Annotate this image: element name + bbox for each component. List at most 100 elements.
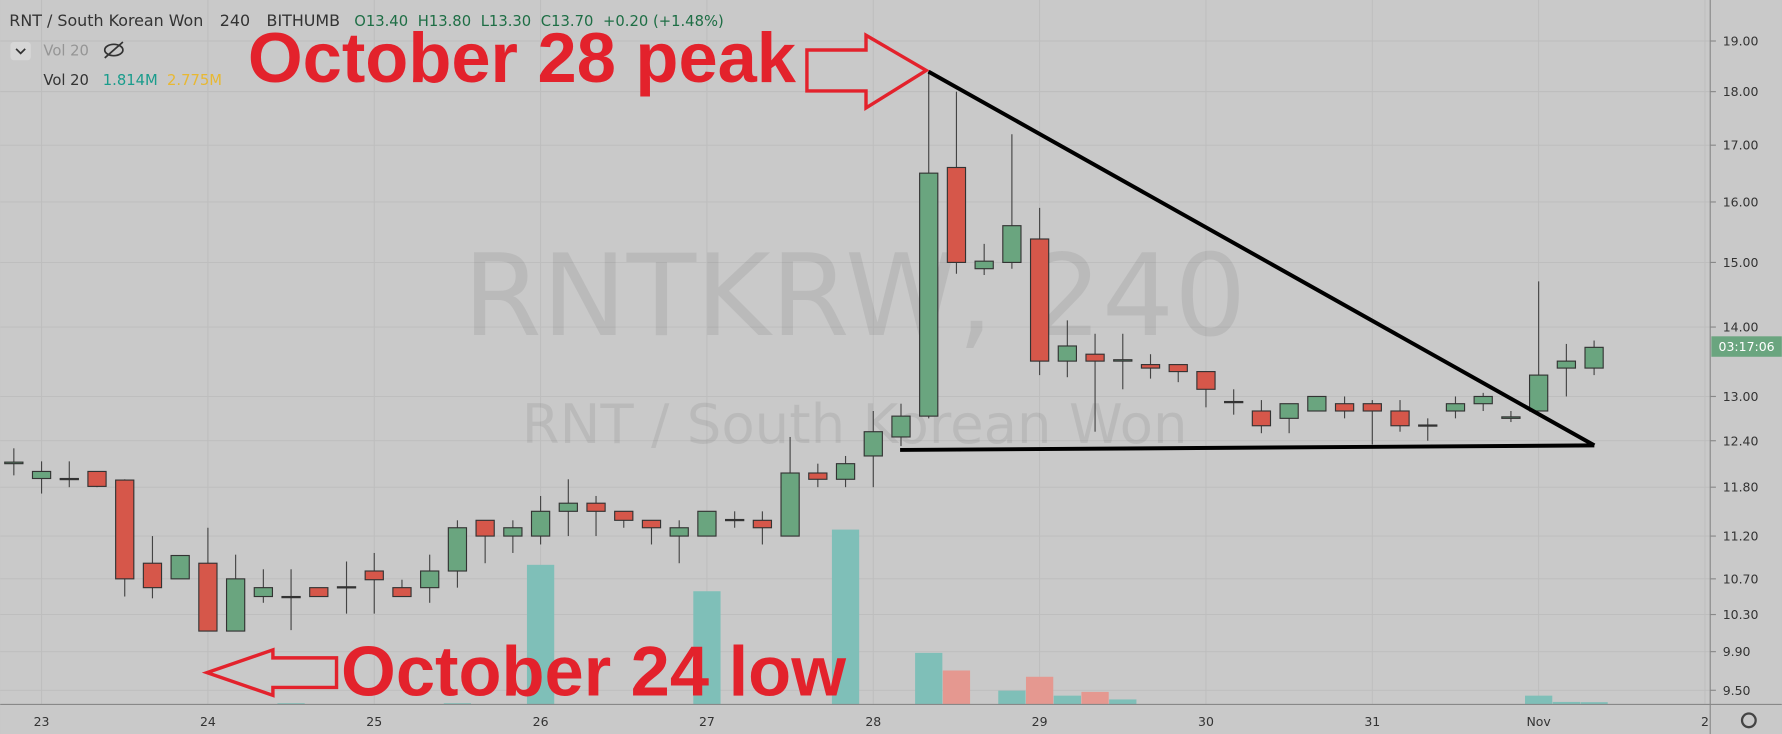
candle-body	[1334, 403, 1355, 412]
candle-body	[1362, 403, 1382, 412]
candle-body	[1556, 360, 1577, 369]
volume-bar	[1552, 701, 1581, 705]
annotation-peak: October 28 peak	[248, 18, 797, 97]
candle-body	[641, 519, 662, 529]
symbol: RNT / South Korean Won	[9, 11, 203, 30]
candle-body	[1029, 238, 1050, 362]
candle-body	[31, 470, 52, 480]
x-tick-label: 29	[1032, 714, 1048, 729]
candle-body	[170, 554, 190, 580]
candle-body	[835, 463, 856, 480]
candle-body	[198, 562, 218, 632]
legend-value: 2.775M	[167, 72, 222, 89]
candle-body	[1445, 403, 1466, 412]
candle-body	[808, 472, 828, 480]
volume-bar	[277, 703, 305, 705]
exchange: BITHUMB	[267, 11, 341, 30]
candle-body	[530, 510, 551, 537]
candle-body	[1279, 403, 1299, 419]
x-tick-label: 27	[699, 714, 715, 729]
candle-body	[863, 431, 883, 457]
arrow	[201, 647, 339, 698]
annotation-low: October 24 low	[341, 631, 846, 710]
candle-body	[1584, 346, 1604, 369]
candle-body	[475, 519, 495, 537]
volume-bar	[1109, 699, 1137, 705]
candle-body	[420, 570, 440, 589]
close: C13.70	[541, 13, 594, 30]
high: H13.80	[418, 13, 471, 30]
volume-bar	[1025, 676, 1054, 705]
candle-body	[614, 510, 634, 521]
volume-bar	[1081, 691, 1109, 705]
candle-body	[891, 415, 911, 438]
volume-bar	[526, 564, 555, 705]
candle-body	[1168, 364, 1188, 373]
candle-body	[1473, 395, 1493, 405]
legend: Vol 20 1.814M 2.775M	[43, 72, 222, 89]
volume-bar	[443, 703, 472, 705]
candle-body	[919, 172, 939, 417]
x-tick-label: 26	[533, 714, 549, 729]
volume-bar	[831, 529, 860, 705]
y-tick-label: 10.30	[1723, 607, 1759, 622]
volume-bar	[942, 670, 971, 705]
visibility-icon[interactable]	[103, 43, 124, 57]
watermark-name: RNT / South Korean Won	[522, 392, 1188, 456]
x-tick-label: 30	[1198, 714, 1214, 729]
candle-body	[142, 562, 163, 589]
y-tick-label: 16.00	[1723, 195, 1759, 210]
settings-icon[interactable]	[1740, 712, 1757, 729]
candle-body	[1002, 225, 1022, 263]
candle-body	[503, 527, 523, 537]
y-tick-label: 9.90	[1723, 644, 1751, 659]
candle-body	[1113, 359, 1133, 362]
y-tick-label: 15.00	[1723, 255, 1759, 270]
candle-body	[87, 470, 107, 487]
candle-body	[752, 519, 773, 529]
candle-body	[225, 578, 246, 632]
trendline	[900, 443, 1595, 452]
volume-bar	[998, 690, 1026, 705]
candle-body	[780, 472, 800, 537]
volume-bar	[1525, 695, 1553, 705]
candle-body	[309, 587, 329, 598]
volume-bar	[915, 652, 943, 705]
candle-body	[336, 586, 357, 589]
countdown: 03:17:06	[1719, 339, 1775, 354]
x-tick-label: 24	[200, 714, 216, 729]
candle-body	[974, 260, 994, 270]
candle-body	[1390, 410, 1410, 427]
arrow	[805, 32, 930, 112]
y-tick-label: 9.50	[1723, 683, 1751, 698]
legend-label: Vol 20	[43, 72, 89, 89]
candle-body	[59, 477, 79, 481]
collapse-button[interactable]	[10, 42, 31, 61]
candle-body	[1140, 364, 1161, 369]
volume-bar	[1053, 695, 1081, 705]
open: O13.40	[354, 13, 408, 30]
candle-body	[1224, 400, 1244, 404]
candle-body	[946, 166, 967, 263]
y-tick-label: 19.00	[1723, 34, 1759, 49]
axes: 19.00 18.00 17.00 16.00 15.00 14.00 13.00 12.40…	[34, 34, 1759, 730]
candle-body	[558, 502, 578, 512]
volume-panel	[0, 529, 1608, 705]
candle-body	[1501, 416, 1521, 419]
candle-body	[1251, 410, 1272, 427]
low: L13.30	[481, 13, 531, 30]
legend-value: 1.814M	[103, 72, 158, 89]
x-tick-label: Nov	[1526, 714, 1551, 729]
legend-hidden: Vol 20	[43, 43, 89, 60]
x-tick-label: 28	[865, 714, 881, 729]
candle-body	[1057, 345, 1077, 362]
x-tick-label: 31	[1364, 714, 1380, 729]
candle-body	[1528, 374, 1549, 412]
y-tick-label: 11.20	[1723, 529, 1759, 544]
candle-body	[1196, 371, 1216, 390]
x-tick-label: 25	[366, 714, 382, 729]
y-tick-label: 17.00	[1723, 138, 1759, 153]
volume-bar	[1580, 702, 1608, 705]
watermark-symbol: RNTKRW, 240	[463, 230, 1247, 362]
